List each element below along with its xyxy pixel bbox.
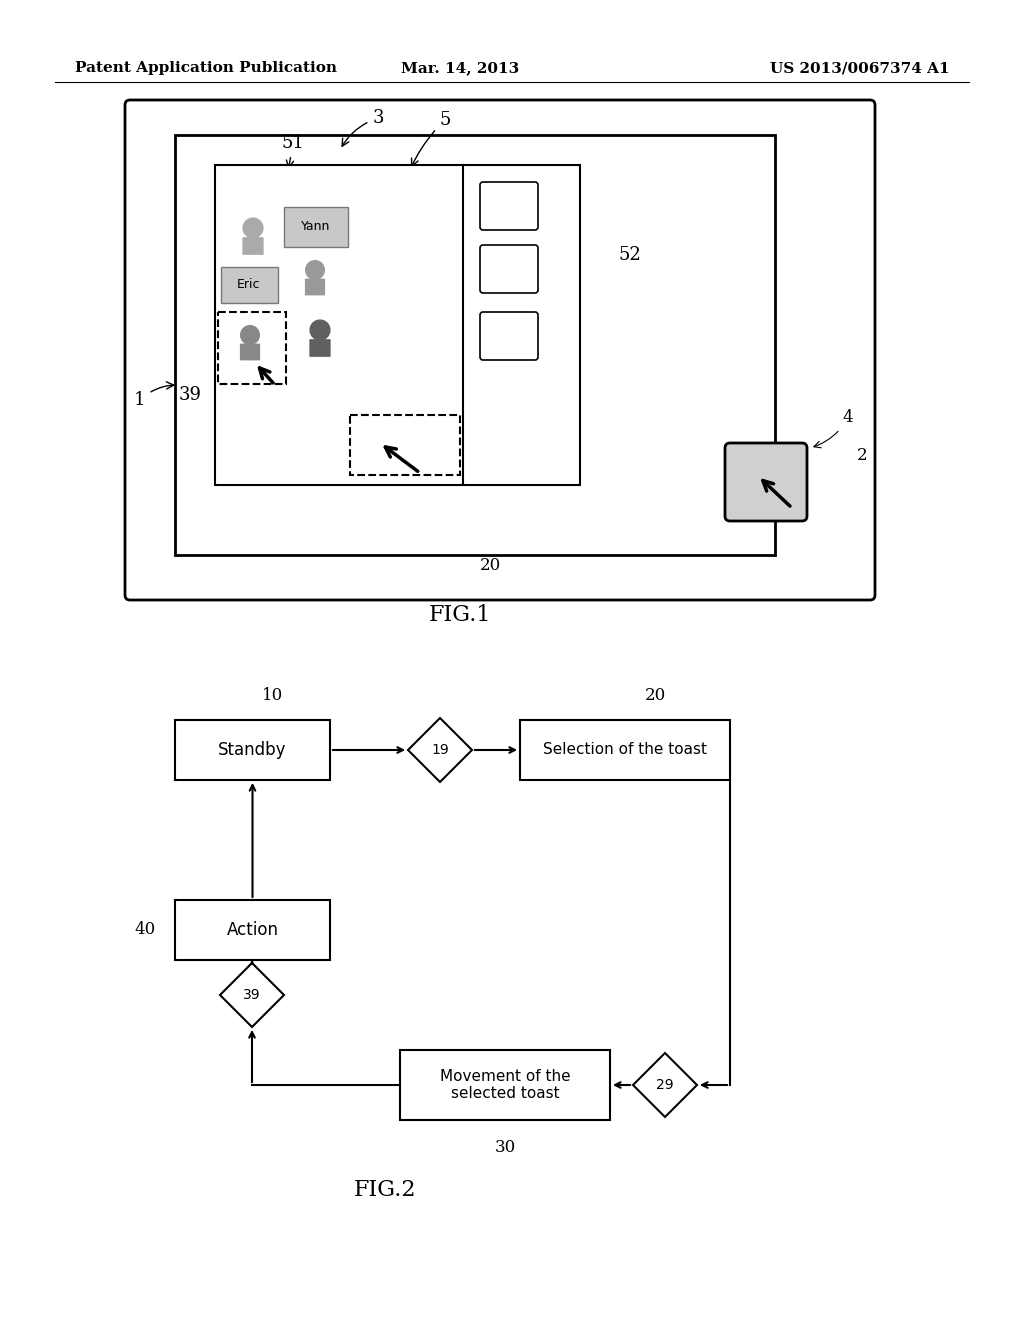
FancyBboxPatch shape bbox=[125, 100, 874, 601]
FancyBboxPatch shape bbox=[480, 312, 538, 360]
FancyBboxPatch shape bbox=[350, 414, 460, 475]
Text: 40: 40 bbox=[134, 921, 156, 939]
FancyBboxPatch shape bbox=[520, 719, 730, 780]
FancyBboxPatch shape bbox=[305, 280, 325, 294]
Text: FIG.2: FIG.2 bbox=[353, 1179, 416, 1201]
FancyBboxPatch shape bbox=[243, 238, 263, 255]
Circle shape bbox=[243, 218, 263, 238]
Polygon shape bbox=[633, 1053, 697, 1117]
FancyBboxPatch shape bbox=[175, 900, 330, 960]
Text: 51: 51 bbox=[282, 135, 304, 168]
FancyBboxPatch shape bbox=[221, 267, 278, 304]
Text: 20: 20 bbox=[644, 686, 666, 704]
Circle shape bbox=[305, 260, 325, 280]
Text: 3: 3 bbox=[342, 110, 384, 147]
Polygon shape bbox=[220, 964, 284, 1027]
Text: US 2013/0067374 A1: US 2013/0067374 A1 bbox=[770, 61, 950, 75]
Text: 29: 29 bbox=[656, 1078, 674, 1092]
FancyBboxPatch shape bbox=[241, 345, 259, 360]
FancyBboxPatch shape bbox=[284, 207, 348, 247]
FancyBboxPatch shape bbox=[480, 182, 538, 230]
Text: FIG.1: FIG.1 bbox=[429, 605, 492, 626]
Text: 39: 39 bbox=[178, 385, 202, 404]
Circle shape bbox=[310, 321, 330, 341]
Circle shape bbox=[241, 326, 259, 345]
Text: 30: 30 bbox=[319, 432, 366, 466]
Text: 4: 4 bbox=[814, 409, 853, 447]
Text: Patent Application Publication: Patent Application Publication bbox=[75, 61, 337, 75]
FancyBboxPatch shape bbox=[400, 1049, 610, 1119]
Text: 1: 1 bbox=[134, 381, 174, 409]
Text: Action: Action bbox=[226, 921, 279, 939]
Polygon shape bbox=[408, 718, 472, 781]
Text: Mar. 14, 2013: Mar. 14, 2013 bbox=[400, 61, 519, 75]
Text: Selection of the toast: Selection of the toast bbox=[543, 742, 707, 758]
Text: 2: 2 bbox=[857, 446, 867, 463]
FancyBboxPatch shape bbox=[725, 444, 807, 521]
Text: 30: 30 bbox=[495, 1139, 516, 1156]
Text: 5: 5 bbox=[412, 111, 451, 166]
Text: Standby: Standby bbox=[218, 741, 287, 759]
FancyBboxPatch shape bbox=[215, 165, 580, 484]
FancyBboxPatch shape bbox=[218, 312, 286, 384]
FancyBboxPatch shape bbox=[480, 246, 538, 293]
FancyBboxPatch shape bbox=[310, 339, 330, 356]
Text: 10: 10 bbox=[262, 686, 283, 704]
Text: 20: 20 bbox=[479, 557, 501, 573]
FancyBboxPatch shape bbox=[175, 135, 775, 554]
Text: 52: 52 bbox=[618, 246, 641, 264]
Text: Eric: Eric bbox=[238, 279, 261, 292]
Text: 39: 39 bbox=[243, 987, 261, 1002]
Text: 19: 19 bbox=[431, 743, 449, 756]
Text: Yann: Yann bbox=[301, 220, 331, 234]
FancyBboxPatch shape bbox=[175, 719, 330, 780]
Text: Movement of the
selected toast: Movement of the selected toast bbox=[439, 1069, 570, 1101]
